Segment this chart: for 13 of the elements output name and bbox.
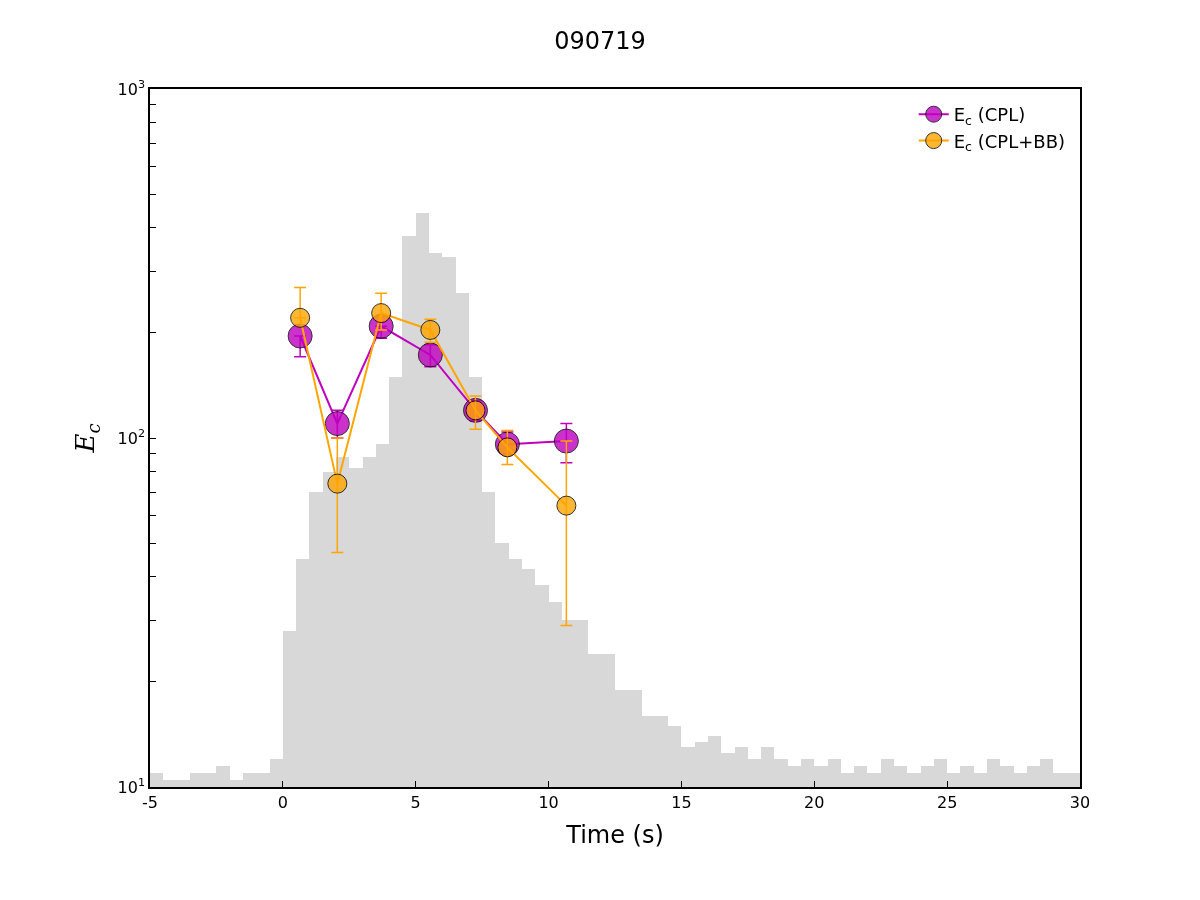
- x-tick-label: 25: [936, 792, 958, 812]
- legend-label: E$_{c}$ (CPL): [953, 104, 1026, 128]
- y-tick-label: 10$^{3}$: [117, 77, 146, 99]
- x-tick-label: 30: [1069, 792, 1091, 812]
- x-tick-label: 20: [804, 792, 825, 812]
- legend-label: E$_{c}$ (CPL+BB): [953, 130, 1066, 155]
- x-axis-title: Time (s): [565, 820, 664, 849]
- chart-title: 090719: [554, 26, 646, 55]
- x-tick-label: 5: [410, 792, 421, 812]
- x-tick-label: 10: [538, 792, 559, 812]
- x-tick-label: 15: [671, 792, 692, 812]
- y-tick-label: 10$^{2}$: [117, 426, 146, 448]
- x-tick-label: 0: [277, 792, 288, 812]
